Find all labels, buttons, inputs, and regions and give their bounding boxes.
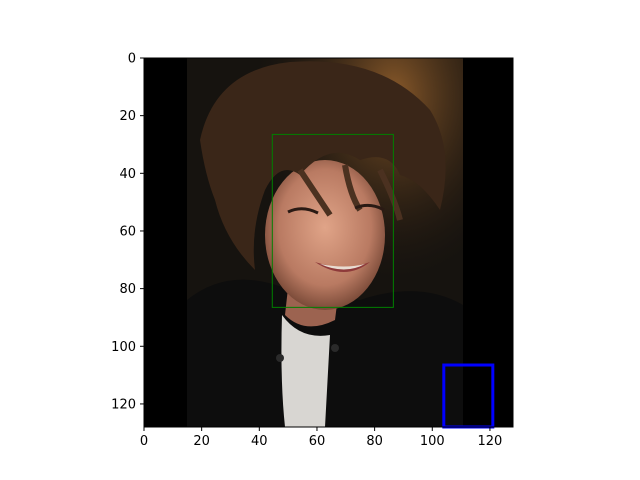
face (265, 160, 385, 310)
left-eye (287, 207, 319, 215)
x-tick-label: 40 (251, 434, 268, 449)
axes-frame (143, 57, 514, 428)
y-tick-label: 0 (128, 52, 136, 67)
portrait-photo (144, 58, 513, 427)
y-tick-label: 40 (119, 167, 136, 182)
y-tick-label: 20 (119, 109, 136, 124)
y-tick-label: 100 (111, 340, 136, 355)
x-tick-label: 80 (366, 434, 383, 449)
white-shirt (281, 315, 330, 427)
x-tick-label: 60 (309, 434, 326, 449)
hair (200, 61, 446, 270)
x-axis-ticks: 0 20 40 60 80 100 120 (140, 427, 502, 449)
x-tick-label: 20 (193, 434, 210, 449)
right-eye (354, 203, 385, 212)
jacket-button-top (276, 354, 284, 362)
y-tick-label: 60 (119, 224, 136, 239)
plot-axes: 0 20 40 60 80 100 120 0 20 40 60 80 100 120 (111, 52, 514, 449)
x-tick-label: 0 (140, 434, 148, 449)
jacket-button-mid (331, 344, 339, 352)
y-axis-ticks: 0 20 40 60 80 100 120 (111, 52, 144, 412)
teeth (320, 264, 365, 270)
face-box (271, 133, 394, 308)
x-tick-label: 100 (420, 434, 445, 449)
x-tick-label: 120 (478, 434, 503, 449)
y-tick-label: 80 (119, 282, 136, 297)
y-tick-label: 120 (111, 397, 136, 412)
